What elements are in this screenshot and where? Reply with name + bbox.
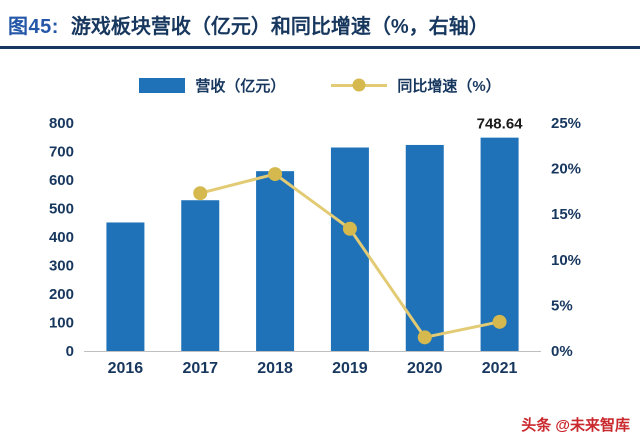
x-axis-label: 2018 [257, 360, 293, 377]
x-axis-label: 2016 [108, 360, 144, 377]
left-axis-tick: 200 [49, 286, 74, 303]
bar-2017 [181, 200, 220, 351]
right-axis-tick: 5% [551, 297, 573, 314]
figure-number: 图45: [8, 16, 59, 38]
x-axis-label: 2020 [407, 360, 443, 377]
watermark-credit: 头条 @未来智库 [521, 417, 630, 434]
right-axis-tick: 20% [551, 161, 581, 178]
growth-marker [193, 186, 208, 201]
left-axis-tick: 400 [49, 229, 74, 246]
x-axis-label: 2019 [332, 360, 368, 377]
right-axis-tick: 15% [551, 206, 581, 223]
left-axis-tick: 100 [49, 315, 74, 332]
chart-legend: 营收（亿元） 同比增速（%） [0, 75, 640, 95]
bar-value-label: 748.64 [477, 116, 524, 133]
left-axis-tick: 800 [49, 115, 74, 132]
growth-line-swatch-icon [331, 77, 388, 93]
left-axis-tick: 0 [66, 343, 74, 360]
x-axis-label: 2021 [482, 360, 518, 377]
figure-title: 游戏板块营收（亿元）和同比增速（%，右轴） [70, 16, 489, 38]
legend-label-growth: 同比增速（%） [397, 77, 501, 95]
left-axis-tick: 300 [49, 258, 74, 275]
growth-marker [268, 167, 283, 182]
bar-2016 [106, 222, 145, 351]
right-axis-tick: 10% [551, 252, 581, 269]
growth-marker [492, 314, 507, 329]
legend-item-growth: 同比增速（%） [331, 75, 501, 96]
figure-header: 图45: 游戏板块营收（亿元）和同比增速（%，右轴） [0, 0, 640, 46]
right-axis-tick: 0% [551, 343, 573, 360]
left-axis-tick: 500 [49, 201, 74, 218]
chart-svg: 0 100 200 300 400 500 600 700 800 0% 5% 10% 15% 20% 25… [49, 115, 581, 377]
right-axis-tick: 25% [551, 115, 581, 132]
legend-label-revenue: 营收（亿元） [195, 77, 286, 95]
bar-2018 [256, 171, 295, 351]
title-divider [0, 46, 640, 49]
legend-marker-icon [352, 78, 366, 92]
growth-marker [342, 221, 357, 236]
legend-item-revenue: 营收（亿元） [139, 75, 285, 96]
left-axis-tick: 600 [49, 172, 74, 189]
growth-marker [417, 330, 432, 345]
x-axis-label: 2017 [182, 360, 218, 377]
revenue-bar-swatch-icon [139, 77, 186, 93]
left-axis-tick: 700 [49, 144, 74, 161]
